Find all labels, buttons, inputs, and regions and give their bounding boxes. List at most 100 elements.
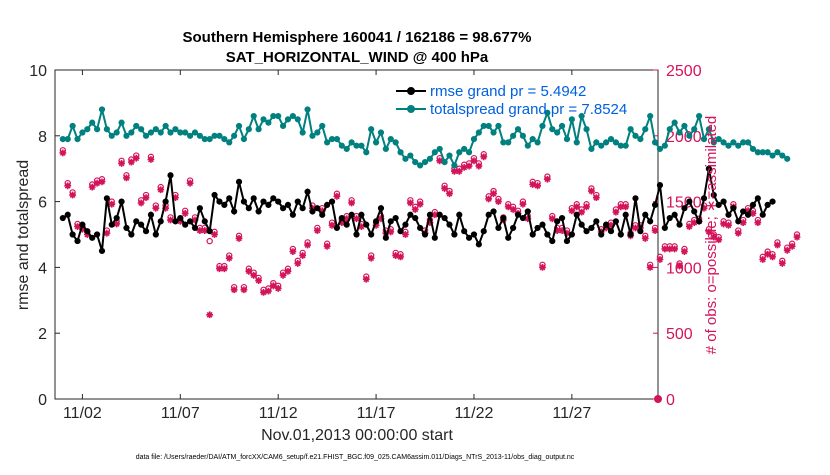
totalspread-point [240, 135, 248, 143]
totalspread-point [368, 126, 375, 133]
rmse-point [465, 234, 473, 241]
totalspread-point [343, 145, 350, 153]
obs-assimilated-marker [392, 252, 400, 259]
totalspread-point [98, 106, 106, 113]
rmse-point [666, 214, 673, 222]
totalspread-point [196, 132, 203, 139]
totalspread-point [382, 145, 389, 153]
obs-assimilated-marker [206, 311, 214, 319]
obs-assimilated-marker [490, 190, 497, 198]
totalspread-point [686, 132, 693, 139]
rmse-point [142, 228, 150, 235]
totalspread-point [749, 145, 757, 153]
rmse-point [730, 205, 737, 212]
obs-assimilated-marker [127, 158, 135, 166]
rmse-point [446, 221, 453, 228]
rmse-point [221, 201, 228, 208]
rmse-point [632, 195, 639, 202]
obs-assimilated-marker [372, 221, 380, 229]
obs-assimilated-marker [725, 221, 732, 229]
rmse-point [363, 221, 370, 228]
obs-possible-marker [206, 237, 213, 245]
rmse-point [558, 214, 566, 222]
rmse-point [749, 201, 757, 208]
totalspread-point [779, 152, 786, 159]
totalspread-point [568, 116, 575, 123]
rmse-point [98, 247, 106, 255]
y-left-tick-label: 2 [38, 326, 47, 343]
totalspread-point [397, 149, 404, 156]
rmse-point [338, 214, 345, 222]
rmse-point [534, 224, 541, 232]
obs-assimilated-marker [759, 256, 767, 263]
totalspread-point [710, 139, 717, 146]
obs-assimilated-marker [289, 248, 297, 256]
obs-assimilated-marker [715, 236, 723, 244]
rmse-point [108, 221, 115, 228]
rmse-point [705, 165, 713, 172]
rmse-point [647, 218, 654, 225]
totalspread-point [598, 142, 605, 149]
obs-assimilated-marker [436, 157, 444, 165]
obs-assimilated-marker [250, 271, 258, 279]
totalspread-point [519, 132, 527, 139]
rmse-point [495, 224, 502, 232]
totalspread-point [363, 149, 370, 156]
totalspread-point [603, 139, 610, 146]
totalspread-point [167, 129, 174, 136]
obs-assimilated-marker [470, 157, 478, 165]
obs-assimilated-marker [734, 229, 742, 237]
chart-subtitle: SAT_HORIZONTAL_WIND @ 400 hPa [226, 49, 489, 66]
totalspread-point [495, 122, 502, 130]
obs-assimilated-marker [152, 204, 160, 212]
totalspread-point [221, 135, 228, 143]
x-axis-label: Nov.01,2013 00:00:00 start [261, 427, 453, 444]
totalspread-point [661, 142, 668, 149]
obs-assimilated-marker [167, 216, 174, 224]
rmse-point [563, 237, 571, 245]
totalspread-point [118, 119, 125, 126]
totalspread-point [392, 139, 399, 146]
obs-assimilated-marker [465, 162, 473, 170]
rmse-point [475, 241, 482, 248]
rmse-point [598, 231, 605, 238]
rmse-point [226, 195, 233, 202]
rmse-point [79, 221, 86, 228]
obs-assimilated-marker [774, 241, 781, 249]
rmse-point [103, 195, 110, 202]
obs-assimilated-marker [450, 167, 458, 175]
rmse-point [500, 214, 507, 222]
rmse-point [603, 221, 610, 228]
totalspread-point [510, 132, 517, 139]
totalspread-point [514, 126, 522, 133]
rmse-point [206, 228, 213, 235]
rmse-point [485, 211, 492, 218]
obs-assimilated-marker [402, 231, 409, 238]
obs-assimilated-marker [103, 229, 111, 237]
totalspread-point [407, 152, 414, 159]
rmse-point [715, 201, 722, 208]
totalspread-point [622, 142, 629, 149]
obs-assimilated-marker [632, 224, 639, 232]
totalspread-point [333, 135, 341, 143]
obs-assimilated-marker [426, 219, 434, 227]
totalspread-point [358, 142, 365, 149]
obs-assimilated-marker [519, 200, 527, 208]
obs-assimilated-marker [568, 207, 576, 215]
rmse-point [162, 198, 169, 205]
obs-assimilated-marker [216, 265, 223, 273]
totalspread-point [377, 129, 385, 136]
totalspread-point [216, 132, 223, 139]
rmse-point [681, 205, 688, 212]
obs-assimilated-marker [142, 194, 150, 202]
rmse-point [441, 214, 448, 222]
rmse-point [696, 218, 703, 225]
totalspread-point [172, 126, 179, 133]
totalspread-point [696, 112, 703, 120]
totalspread-point [681, 122, 688, 130]
obs-assimilated-marker [367, 254, 375, 262]
rmse-point [617, 231, 624, 238]
totalspread-point [275, 112, 282, 120]
rmse-point [113, 214, 120, 222]
